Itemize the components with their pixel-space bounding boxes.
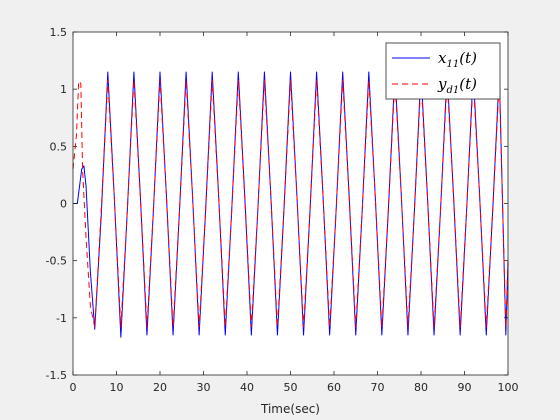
y-tick-label: 1.5 (50, 26, 68, 39)
y-tick-label: -1 (56, 312, 67, 325)
ticks-layer: 0 10 20 30 40 50 60 70 80 90 100 -1.5 -1 -0.5 0 0.5 1 1.5 (46, 26, 519, 394)
legend-label-series-2: yd1(t) (437, 75, 477, 96)
legend-label-series-2-main: y (437, 75, 447, 93)
x-tick-label: 40 (240, 381, 254, 394)
series-layer (72, 71, 509, 338)
x-tick-label: 90 (458, 381, 472, 394)
legend-box (385, 42, 501, 100)
y-tick-label: 0.5 (50, 140, 68, 153)
y-tick-label: 0 (60, 198, 67, 211)
x-tick-label: 70 (371, 381, 385, 394)
y-tick-label: -0.5 (46, 255, 67, 268)
x-tick-label: 100 (498, 381, 519, 394)
legend-label-series-1-sub: 11 (446, 59, 459, 70)
series-line-2 (72, 79, 509, 328)
x-tick-label: 0 (70, 381, 77, 394)
x-tick-label: 60 (327, 381, 341, 394)
legend-label-series-1-tail: (t) (459, 49, 477, 67)
x-tick-label: 80 (414, 381, 428, 394)
y-tick-label: -1.5 (46, 369, 67, 382)
x-axis-title: Time(sec) (260, 402, 320, 416)
x-tick-label: 20 (153, 381, 167, 394)
legend: x11(t) yd1(t) (385, 42, 501, 100)
x-tick-label: 30 (197, 381, 211, 394)
y-tick-label: 1 (60, 83, 67, 96)
legend-label-series-2-tail: (t) (459, 75, 477, 93)
legend-label-series-1-main: x (438, 49, 447, 67)
x-tick-label: 10 (110, 381, 124, 394)
legend-label-series-2-sub: d1 (446, 85, 459, 96)
legend-label-series-1: x11(t) (438, 49, 477, 70)
x-tick-label: 50 (284, 381, 298, 394)
